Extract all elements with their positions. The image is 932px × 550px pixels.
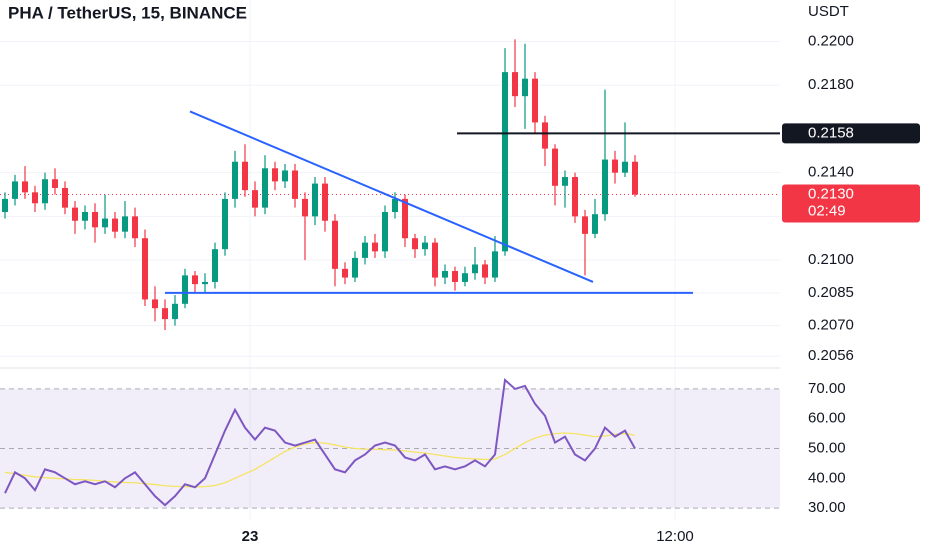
candle-body [452,271,458,282]
candle-body [592,214,598,234]
candle-body [462,273,468,282]
candle-body [52,179,58,188]
candle-body [92,212,98,228]
y-tick-label: 0.2140 [808,164,854,181]
candle-body [442,271,448,278]
candle-body [322,183,328,221]
candle-body [512,72,518,97]
candle-body [12,181,18,199]
candle-body [122,216,128,232]
y-tick-label: 60.00 [808,410,846,427]
candle-body [272,168,278,182]
y-tick-label: 0.2056 [808,347,854,364]
candle-body [522,78,528,97]
chart-title: PHA / TetherUS, 15, BINANCE [8,3,247,22]
candle-body [332,220,338,269]
trend-line [189,110,594,283]
candle-body [202,281,208,285]
candle-body [632,161,638,195]
candle-body [242,161,248,191]
candle-body [542,122,548,149]
candle-body [372,242,378,252]
candle-body [32,192,38,204]
last-price-label-bg [782,184,920,223]
candle-body [502,72,508,252]
candle-body [482,264,488,278]
candle-body [422,242,428,250]
candle-body [622,161,628,173]
candle-body [62,187,68,208]
price-line-label-bg [782,123,920,144]
countdown-label: 02:49 [808,202,846,219]
last-price-label: 0.2130 [808,185,854,202]
price-line-label: 0.2158 [808,124,854,141]
candle-body [492,251,498,278]
x-tick-label: 12:00 [656,528,694,545]
candle-body [532,78,538,123]
candle-body [552,148,558,186]
candle-body [312,183,318,217]
x-tick-label: 23 [242,528,259,545]
candle-body [102,218,108,228]
y-tick-label: 40.00 [808,469,846,486]
candle-body [2,198,8,213]
series-line [4,377,636,507]
candle-body [192,275,198,285]
candle-body [362,242,368,258]
candle-body [412,238,418,250]
series-line [4,432,636,488]
candle-body [252,190,258,208]
candle-body [142,238,148,300]
candle-body [302,198,308,217]
candle-body [172,303,178,320]
candle-body [162,308,168,320]
candle-body [262,168,268,208]
candle-body [572,177,578,217]
candle-body [182,275,188,304]
candle-body [472,264,478,274]
y-axis-label: USDT [808,3,849,20]
y-tick-label: 0.2085 [808,284,854,301]
candle-body [382,212,388,252]
candle-body [292,170,298,199]
y-tick-label: 50.00 [808,439,846,456]
y-tick-label: 0.2070 [808,317,854,334]
candle-body [352,257,358,278]
candle-body [152,299,158,309]
candle-body [612,159,618,173]
candle-body [132,216,138,239]
candle-body [342,268,348,278]
candle-body [282,170,288,182]
y-tick-label: 70.00 [808,380,846,397]
candle-body [602,159,608,215]
candle-body [82,212,88,221]
y-tick-label: 0.2100 [808,251,854,268]
candle-body [432,242,438,278]
candle-body [582,216,588,234]
candle-body [22,181,28,193]
candle-body [212,249,218,282]
candle-body [42,179,48,204]
candle-body [402,198,408,239]
candle-body [112,218,118,232]
candle-body [232,161,238,199]
candle-body [222,198,228,250]
candle-body [72,207,78,221]
candle-body [392,198,398,213]
y-tick-label: 30.00 [808,499,846,516]
candle-body [562,177,568,186]
y-tick-label: 0.2200 [808,32,854,49]
y-tick-label: 0.2180 [808,76,854,93]
